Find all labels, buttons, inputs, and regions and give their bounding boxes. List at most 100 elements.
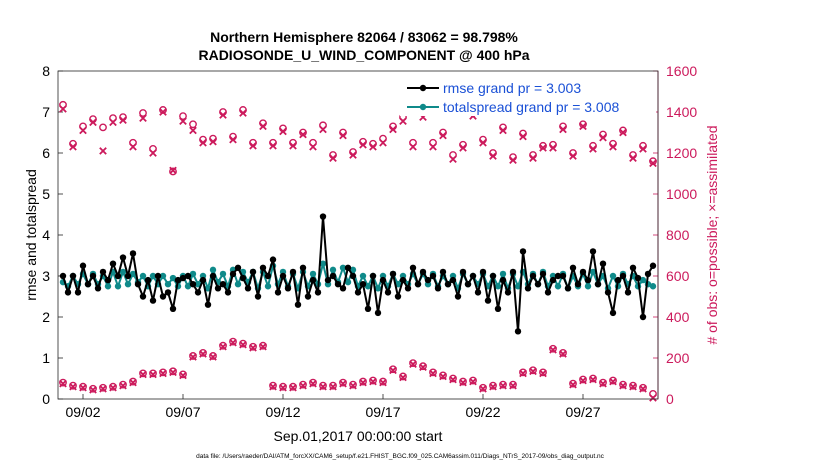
series-point-totalspread — [164, 281, 172, 288]
plot-area — [58, 71, 658, 399]
obs-possible-lower — [439, 371, 447, 380]
obs-possible-lower — [199, 348, 207, 357]
obs-assimilated-upper — [369, 143, 377, 151]
y-right-tick-label: 600 — [666, 268, 690, 284]
series-point-rmse — [284, 285, 292, 292]
obs-assimilated-upper — [649, 159, 657, 168]
obs-assimilated-upper — [349, 151, 357, 159]
series-point-rmse — [364, 305, 372, 312]
obs-assimilated-upper — [219, 111, 227, 119]
series-point-totalspread — [309, 270, 317, 278]
series-point-rmse — [564, 285, 572, 292]
obs-assimilated-lower — [379, 378, 387, 387]
obs-possible-lower — [139, 369, 147, 378]
obs-assimilated-lower — [119, 381, 127, 390]
obs-assimilated-lower — [59, 379, 67, 388]
obs-possible-lower — [349, 380, 357, 389]
series-point-rmse — [594, 281, 602, 288]
series-point-rmse — [339, 285, 347, 292]
obs-possible-lower — [329, 381, 337, 390]
obs-possible-lower — [469, 376, 477, 385]
series-point-totalspread — [184, 283, 192, 290]
series-point-rmse — [294, 301, 302, 308]
series-point-totalspread — [649, 283, 657, 290]
obs-assimilated-lower — [439, 372, 447, 381]
obs-assimilated-upper — [429, 143, 437, 151]
y-tick-label: 4 — [42, 227, 50, 243]
obs-possible-upper — [189, 120, 197, 129]
series-point-rmse — [324, 276, 332, 284]
y-right-tick-label: 400 — [666, 309, 690, 325]
series-point-rmse — [589, 248, 597, 255]
obs-assimilated-lower — [589, 375, 597, 384]
series-point-totalspread — [159, 272, 167, 280]
series-point-rmse — [609, 309, 617, 317]
obs-assimilated-upper — [229, 135, 237, 144]
series-point-totalspread — [189, 270, 197, 278]
series-point-rmse — [634, 274, 642, 282]
series-point-rmse — [629, 264, 637, 271]
series-point-totalspread — [119, 268, 127, 276]
series-point-rmse — [469, 272, 477, 280]
obs-assimilated-lower — [419, 363, 427, 372]
y-right-tick-label: 1200 — [666, 145, 697, 161]
footnote: data file: /Users/raeder/DAI/ATM_forcXX/… — [196, 453, 605, 460]
x-axis-label: Sep.01,2017 00:00:00 start — [274, 428, 443, 444]
series-point-rmse — [639, 313, 647, 321]
series-point-rmse — [394, 293, 402, 300]
series-point-rmse — [514, 328, 522, 335]
series-point-rmse — [644, 270, 652, 278]
chart-title: Northern Hemisphere 82064 / 83062 = 98.7… — [210, 29, 518, 45]
x-tick-label: 09/22 — [465, 404, 500, 420]
series-point-rmse — [174, 276, 182, 284]
y-tick-label: 8 — [42, 63, 50, 79]
obs-possible-lower — [309, 378, 317, 387]
series-point-totalspread — [349, 266, 357, 274]
series-point-rmse — [349, 272, 357, 280]
obs-assimilated-upper — [599, 133, 607, 142]
series-point-rmse — [509, 268, 517, 276]
obs-assimilated-lower — [329, 382, 337, 391]
series-point-rmse — [89, 272, 97, 280]
y-tick-label: 0 — [42, 391, 50, 407]
obs-assimilated-lower — [229, 338, 237, 347]
series-point-rmse — [179, 274, 187, 282]
obs-assimilated-upper — [209, 137, 217, 146]
y-right-tick-label: 1600 — [666, 63, 697, 79]
series-point-rmse — [414, 281, 422, 288]
series-point-rmse — [94, 285, 102, 292]
series-point-rmse — [204, 301, 212, 308]
obs-assimilated-upper — [519, 132, 527, 141]
obs-assimilated-lower — [109, 383, 117, 392]
series-point-rmse — [379, 276, 387, 284]
obs-possible-lower — [639, 383, 647, 392]
obs-assimilated-lower — [169, 368, 177, 377]
series-point-rmse — [399, 276, 407, 284]
obs-assimilated-upper — [269, 141, 277, 150]
obs-assimilated-upper — [569, 152, 577, 160]
series-point-rmse — [329, 272, 337, 280]
x-tick-label: 09/12 — [265, 404, 300, 420]
series-point-rmse — [269, 256, 277, 263]
x-tick-label: 09/17 — [365, 404, 400, 420]
series-point-rmse — [274, 289, 282, 296]
series-point-rmse — [334, 281, 342, 288]
obs-possible-lower — [149, 369, 157, 378]
obs-possible-lower — [409, 359, 417, 368]
obs-assimilated-upper — [169, 166, 177, 175]
series-point-rmse — [354, 289, 362, 296]
series-point-totalspread — [149, 272, 157, 280]
obs-possible-lower — [459, 377, 467, 386]
obs-possible-lower — [389, 365, 397, 374]
x-tick-label: 09/07 — [165, 404, 200, 420]
obs-assimilated-upper — [79, 126, 87, 135]
series-point-rmse — [459, 268, 467, 276]
obs-assimilated-upper — [439, 131, 447, 140]
series-point-rmse — [124, 272, 132, 280]
obs-possible-lower — [289, 382, 297, 391]
obs-assimilated-lower — [479, 384, 487, 393]
obs-assimilated-lower — [129, 378, 137, 387]
series-point-rmse — [369, 272, 377, 280]
obs-possible-lower — [109, 382, 117, 391]
series-point-rmse — [499, 276, 507, 284]
